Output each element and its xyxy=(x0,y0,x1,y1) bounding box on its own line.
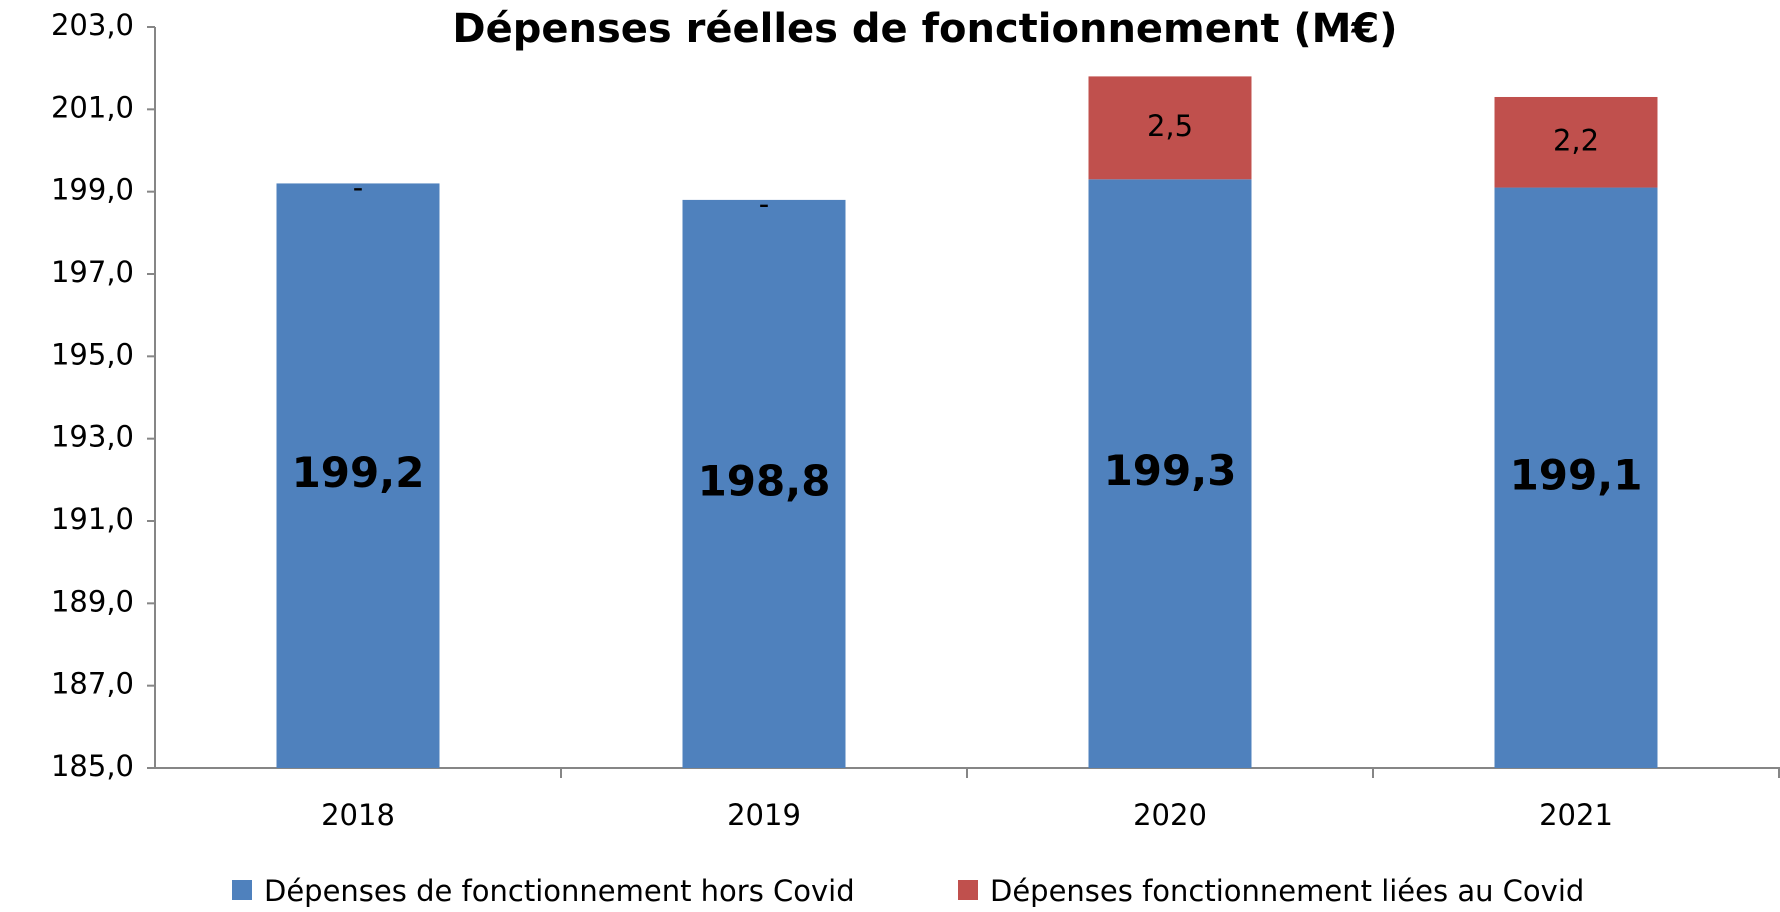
chart-title: Dépenses réelles de fonctionnement (M€) xyxy=(452,6,1397,52)
legend-label: Dépenses fonctionnement liées au Covid xyxy=(990,874,1584,908)
data-label: - xyxy=(759,187,769,221)
data-label: 198,8 xyxy=(698,456,831,505)
data-label: 199,1 xyxy=(1510,450,1643,499)
legend-swatch xyxy=(232,880,252,900)
x-tick-label: 2020 xyxy=(1133,798,1207,832)
y-tick-label: 193,0 xyxy=(51,420,134,454)
y-tick-label: 189,0 xyxy=(51,584,134,618)
y-tick-label: 197,0 xyxy=(51,255,134,289)
y-tick-label: 201,0 xyxy=(51,90,134,124)
bar-segment xyxy=(1494,187,1658,769)
data-label: 2,2 xyxy=(1553,123,1599,157)
data-label: 199,2 xyxy=(292,448,425,497)
x-tick-label: 2021 xyxy=(1539,798,1613,832)
legend-swatch xyxy=(958,880,978,900)
y-tick-label: 199,0 xyxy=(51,173,134,207)
legend-label: Dépenses de fonctionnement hors Covid xyxy=(264,874,855,908)
bar-segment xyxy=(276,183,440,768)
y-tick-label: 187,0 xyxy=(51,667,134,701)
x-tick-label: 2019 xyxy=(727,798,801,832)
data-label: 2,5 xyxy=(1147,109,1193,143)
y-tick-label: 191,0 xyxy=(51,502,134,536)
data-label: 199,3 xyxy=(1104,446,1237,495)
y-tick-label: 185,0 xyxy=(51,749,134,783)
y-tick-label: 203,0 xyxy=(51,8,134,42)
x-tick-label: 2018 xyxy=(321,798,395,832)
bar-segment xyxy=(1088,76,1252,180)
bar-segment xyxy=(1088,179,1252,769)
bar-segment xyxy=(1494,96,1658,188)
y-tick-label: 195,0 xyxy=(51,337,134,371)
data-label: - xyxy=(353,170,363,204)
bar-segment xyxy=(682,199,846,768)
